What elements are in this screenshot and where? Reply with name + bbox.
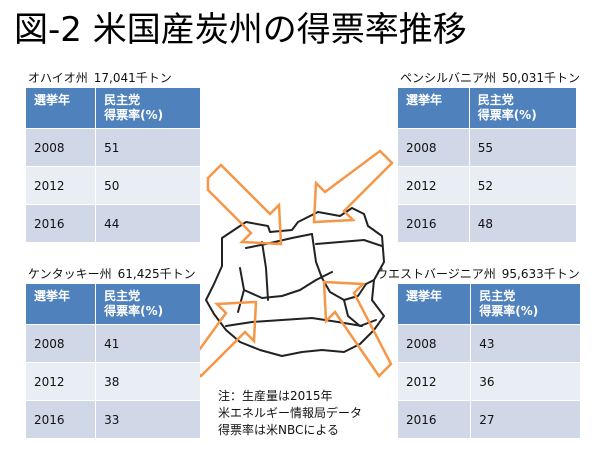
col-year: 選挙年 (26, 88, 97, 129)
production: 95,633千トン (501, 267, 580, 281)
table-row: 2008 41 (26, 324, 200, 363)
table-row: 2008 43 (398, 324, 580, 363)
table-west-virginia: ウエストバージニア州 95,633千トン 選挙年 民主党 得票率(%) 2008 43… (376, 266, 580, 438)
map-border-west (237, 267, 245, 313)
caption-west-virginia: ウエストバージニア州 95,633千トン (374, 266, 580, 284)
map-border-pa-south (315, 239, 383, 247)
caption-ohio: オハイオ州 17,041千トン (26, 70, 200, 88)
note-line: 注：生産量は2015年 (218, 389, 333, 403)
map-border-north (245, 233, 313, 249)
caption-pennsylvania: ペンシルバニア州 50,031千トン (398, 70, 580, 88)
arrow-west-virginia-icon (322, 280, 393, 378)
note-line: 米エネルギー情報局データ (218, 406, 363, 420)
production: 50,031千トン (502, 71, 581, 85)
table-row: 2016 48 (398, 204, 576, 242)
table-row: 2012 52 (398, 166, 576, 205)
table-row: 2016 33 (26, 400, 200, 438)
note-line: 得票率は米NBCによる (218, 423, 340, 437)
col-dem: 民主党 得票率(%) (470, 284, 580, 325)
production: 17,041千トン (93, 71, 172, 85)
map-border-virginia (343, 299, 377, 327)
col-dem: 民主党 得票率(%) (95, 284, 200, 325)
arrow-pennsylvania-icon (312, 149, 394, 224)
map-border-ohio-west (261, 241, 269, 301)
table-row: 2012 36 (398, 362, 580, 401)
arrow-kentucky-icon (187, 300, 258, 378)
caption-kentucky: ケンタッキー州 61,425千トン (26, 266, 200, 284)
table-row: 2016 44 (26, 204, 200, 242)
map-border-ohio-river (243, 271, 333, 299)
state-name: オハイオ州 (28, 71, 88, 85)
table-pennsylvania: ペンシルバニア州 50,031千トン 選挙年 民主党 得票率(%) 2008 55 2… (398, 70, 580, 242)
state-name: ウエストバージニア州 (376, 267, 496, 281)
table-ohio: オハイオ州 17,041千トン 選挙年 民主党 得票率(%) 2008 51 2012… (26, 70, 200, 242)
table-row: 2012 50 (26, 166, 200, 205)
col-year: 選挙年 (398, 284, 472, 325)
map-border-ohio-east (311, 233, 323, 279)
col-year: 選挙年 (398, 88, 470, 129)
table-row: 2008 51 (26, 128, 200, 167)
map-outline (205, 207, 385, 357)
col-year: 選挙年 (26, 284, 97, 325)
table-row: 2012 38 (26, 362, 200, 401)
arrow-ohio-icon (206, 163, 283, 246)
production: 61,425千トン (117, 267, 196, 281)
state-name: ペンシルバニア州 (400, 71, 497, 85)
state-name: ケンタッキー州 (28, 267, 112, 281)
footnote: 注：生産量は2015年 米エネルギー情報局データ 得票率は米NBCによる (218, 388, 362, 439)
col-dem: 民主党 得票率(%) (95, 88, 200, 129)
table-kentucky: ケンタッキー州 61,425千トン 選挙年 民主党 得票率(%) 2008 41 20… (26, 266, 200, 438)
table-row: 2016 27 (398, 400, 580, 438)
map-border-wv (321, 277, 375, 301)
table-row: 2008 55 (398, 128, 576, 167)
col-dem: 民主党 得票率(%) (469, 88, 576, 129)
page-title: 図-2 米国産炭州の得票率推移 (14, 10, 467, 50)
